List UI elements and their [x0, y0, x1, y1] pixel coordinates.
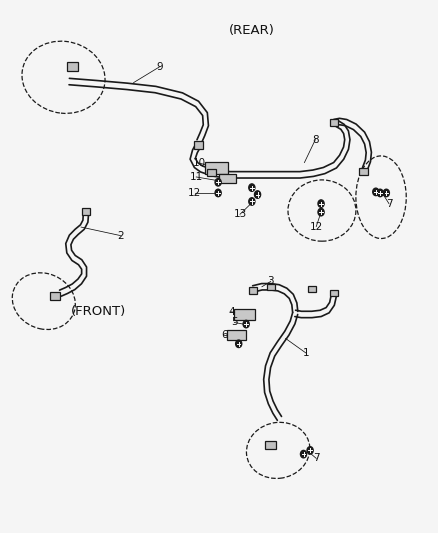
Text: 6: 6	[221, 330, 228, 340]
Bar	[330, 119, 338, 126]
Text: 12: 12	[188, 188, 201, 198]
Text: 3: 3	[267, 277, 274, 286]
Bar	[50, 292, 60, 300]
Text: 10: 10	[193, 158, 206, 168]
Bar	[249, 287, 257, 294]
Circle shape	[307, 447, 313, 454]
Circle shape	[377, 189, 383, 197]
Text: 7: 7	[385, 199, 392, 208]
Bar	[205, 162, 228, 174]
Circle shape	[236, 340, 242, 348]
Text: 4: 4	[228, 307, 235, 317]
Bar	[265, 441, 276, 449]
Bar	[308, 286, 316, 292]
Circle shape	[215, 179, 221, 186]
Circle shape	[215, 189, 221, 197]
Circle shape	[383, 189, 389, 197]
Bar	[219, 174, 236, 183]
Circle shape	[318, 200, 324, 207]
Bar	[227, 330, 246, 340]
Circle shape	[243, 320, 249, 328]
Circle shape	[318, 208, 324, 216]
Text: 12: 12	[310, 222, 323, 231]
Text: 7: 7	[313, 454, 320, 463]
Text: 11: 11	[190, 172, 203, 182]
Circle shape	[300, 450, 307, 458]
Text: 9: 9	[156, 62, 163, 71]
Circle shape	[254, 191, 261, 198]
Text: 13: 13	[233, 209, 247, 219]
Bar	[82, 208, 90, 215]
Bar	[234, 309, 255, 320]
Bar	[208, 169, 215, 176]
Bar	[67, 62, 78, 71]
Text: (FRONT): (FRONT)	[71, 305, 126, 318]
Bar	[194, 141, 203, 149]
Text: 2: 2	[117, 231, 124, 240]
Circle shape	[373, 188, 379, 196]
Text: 1: 1	[302, 348, 309, 358]
Text: (REAR): (REAR)	[229, 25, 275, 37]
Text: 8: 8	[312, 135, 319, 144]
Bar	[359, 168, 368, 175]
Bar	[267, 284, 275, 290]
Bar	[330, 290, 338, 296]
Circle shape	[249, 198, 255, 205]
Circle shape	[249, 184, 255, 191]
Text: 5: 5	[231, 318, 238, 327]
